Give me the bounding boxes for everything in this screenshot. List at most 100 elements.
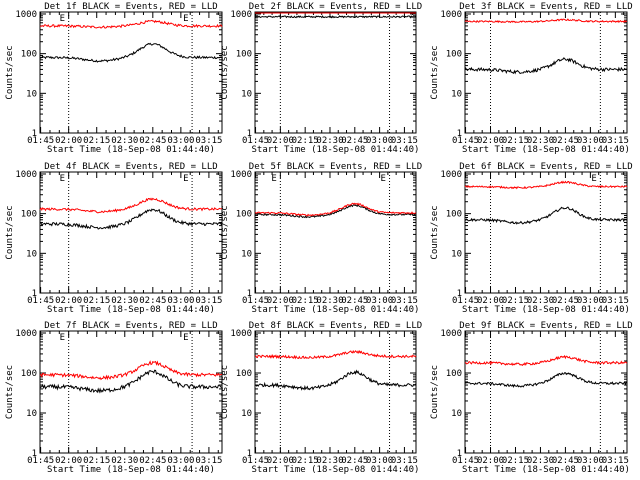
panel-title: Det 5f BLACK = Events, RED = LLD [249,162,422,172]
y-tick-label: 1000 [440,170,462,180]
y-tick-label: 100 [236,369,252,379]
y-tick-label: 100 [21,50,37,60]
y-tick-label: 10 [451,249,462,259]
y-tick-label: 10 [26,89,37,99]
x-tick-label: 02:00 [477,296,504,306]
y-tick-label: 100 [446,369,462,379]
x-tick-label: 02:45 [552,136,579,146]
panel-1: Det 1f BLACK = Events, RED = LLD 1 10 100 10… [5,2,223,155]
event-marker-label: E [381,174,386,184]
x-tick-label: 01:45 [452,296,479,306]
y-tick-label: 100 [21,210,37,220]
x-tick-label: 02:45 [341,296,368,306]
y-tick-label: 1 [247,289,252,299]
x-tick-label: 03:00 [366,296,393,306]
series-lld-line [39,19,223,29]
panel-7: Det 7f BLACK = Events, RED = LLD 1 10 100 10… [5,321,223,475]
x-tick-label: 02:45 [139,456,166,466]
x-tick-label: 02:45 [552,296,579,306]
y-tick-label: 1000 [230,329,252,339]
x-tick-label: 02:30 [527,136,554,146]
x-tick-label: 01:45 [452,136,479,146]
x-tick-label: 01:45 [452,456,479,466]
x-tick-label: 02:00 [267,296,294,306]
y-tick-label: 1 [32,289,37,299]
x-axis-label: Start Time (18-Sep-08 01:44:40) [47,145,215,155]
series-events-line [464,206,628,225]
plot-frame [39,330,223,454]
y-tick-label: 1 [32,449,37,459]
x-tick-label: 02:00 [267,456,294,466]
x-axis-label: Start Time (18-Sep-08 01:44:40) [252,465,420,475]
x-tick-label: 03:00 [167,456,194,466]
panel-title: Det 2f BLACK = Events, RED = LLD [249,2,422,12]
series-lld-line [254,202,417,217]
x-tick-label: 02:15 [502,456,529,466]
panel-title: Det 6f BLACK = Events, RED = LLD [459,162,632,172]
x-tick-label: 02:00 [267,136,294,146]
panel-title: Det 8f BLACK = Events, RED = LLD [249,321,422,331]
x-tick-label: 02:30 [111,456,138,466]
x-tick-label: 02:30 [316,296,343,306]
series-lld-line [39,360,222,381]
y-tick-label: 1000 [440,10,462,20]
x-tick-label: 02:45 [552,456,579,466]
x-tick-label: 01:45 [27,456,54,466]
x-tick-label: 02:00 [55,456,82,466]
x-tick-label: 03:15 [602,136,629,146]
event-marker-label: E [183,174,188,184]
series-lld-line [464,180,628,190]
series-events-line [254,369,417,391]
x-tick-label: 03:15 [391,296,418,306]
x-axis-label: Start Time (18-Sep-08 01:44:40) [47,305,215,315]
y-tick-label: 10 [26,249,37,259]
y-axis-label: Counts/sec [5,205,15,259]
y-tick-label: 100 [236,210,252,220]
panel-6: Det 6f BLACK = Events, RED = LLD 1 10 100 10… [430,162,633,315]
x-tick-label: 03:15 [195,456,222,466]
x-tick-label: 01:45 [27,136,54,146]
plot-frame [464,171,628,294]
x-tick-label: 02:15 [502,136,529,146]
plot-frame [39,171,223,294]
y-tick-label: 10 [26,409,37,419]
event-marker-label: E [183,333,188,343]
y-tick-label: 10 [241,409,252,419]
panel-title: Det 7f BLACK = Events, RED = LLD [44,321,217,331]
plot-frame [464,11,628,134]
y-tick-label: 1000 [440,329,462,339]
event-marker-label: E [591,174,596,184]
event-marker-label: E [60,174,65,184]
x-tick-label: 02:45 [139,136,166,146]
x-tick-label: 03:00 [577,136,604,146]
x-tick-label: 02:00 [55,136,82,146]
x-tick-label: 02:30 [527,296,554,306]
y-tick-label: 100 [21,369,37,379]
x-tick-label: 02:45 [341,456,368,466]
series-events-line [39,369,222,394]
y-tick-label: 10 [451,89,462,99]
panel-title: Det 3f BLACK = Events, RED = LLD [459,2,632,12]
x-tick-label: 01:45 [242,296,269,306]
x-tick-label: 02:30 [111,136,138,146]
y-axis-label: Counts/sec [220,205,230,259]
y-tick-label: 1 [457,289,462,299]
series-lld-line [464,18,628,24]
panel-2: Det 2f BLACK = Events, RED = LLD 1 10 100 10… [220,2,422,155]
x-tick-label: 03:00 [577,456,604,466]
series-events-line [254,15,417,19]
panel-3: Det 3f BLACK = Events, RED = LLD 1 10 100 10… [430,2,633,155]
y-tick-label: 100 [446,210,462,220]
x-tick-label: 02:00 [477,136,504,146]
y-axis-label: Counts/sec [220,45,230,99]
series-lld-line [39,197,223,214]
plot-frame [254,11,417,134]
series-lld-line [464,354,628,367]
x-axis-label: Start Time (18-Sep-08 01:44:40) [252,145,420,155]
y-tick-label: 1 [247,449,252,459]
y-tick-label: 10 [241,89,252,99]
x-tick-label: 03:00 [167,136,194,146]
y-axis-label: Counts/sec [5,365,15,419]
y-tick-label: 1000 [230,10,252,20]
event-marker-label: E [60,333,65,343]
